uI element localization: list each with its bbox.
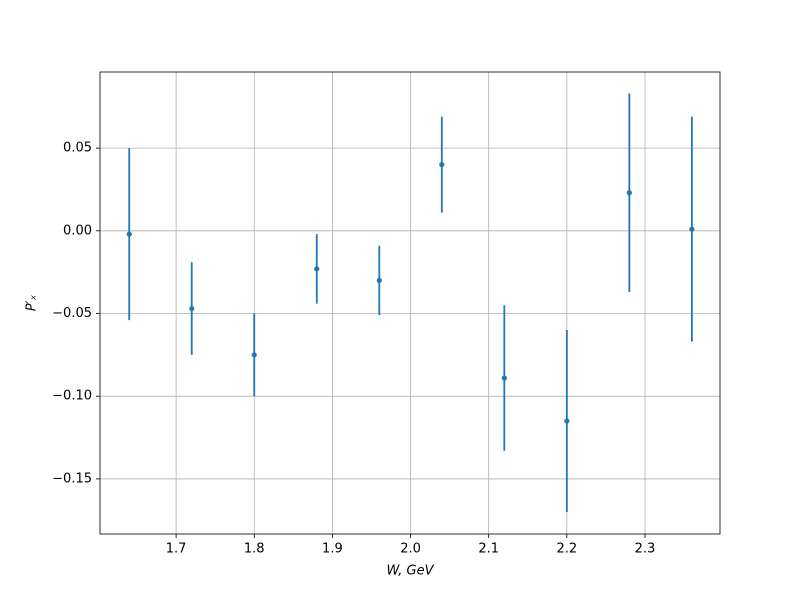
data-point: [564, 418, 570, 424]
x-tick-label: 2.1: [478, 542, 499, 557]
x-tick-label: 1.8: [244, 542, 265, 557]
data-point: [439, 162, 445, 168]
data-point: [689, 226, 695, 232]
y-tick-label: −0.15: [52, 471, 92, 486]
data-point: [314, 266, 320, 272]
y-tick-label: −0.10: [52, 389, 92, 404]
x-tick-label: 2.3: [635, 542, 656, 557]
x-tick-label: 1.7: [166, 542, 187, 557]
y-axis-label: P′ₓ: [25, 294, 40, 311]
data-point: [626, 190, 632, 196]
y-tick-label: 0.00: [63, 223, 92, 238]
data-point: [126, 231, 132, 237]
x-tick-label: 2.0: [400, 542, 421, 557]
plot-frame: [99, 71, 721, 535]
x-tick-label: 1.9: [322, 542, 343, 557]
data-point: [189, 305, 195, 312]
data-point: [376, 277, 382, 284]
data-point: [251, 352, 257, 358]
x-tick-label: 2.2: [556, 542, 577, 557]
y-tick-label: −0.05: [52, 306, 92, 321]
data-point: [501, 375, 507, 381]
y-tick-label: 0.05: [63, 141, 92, 156]
x-axis-label: W, GeV: [386, 564, 434, 579]
